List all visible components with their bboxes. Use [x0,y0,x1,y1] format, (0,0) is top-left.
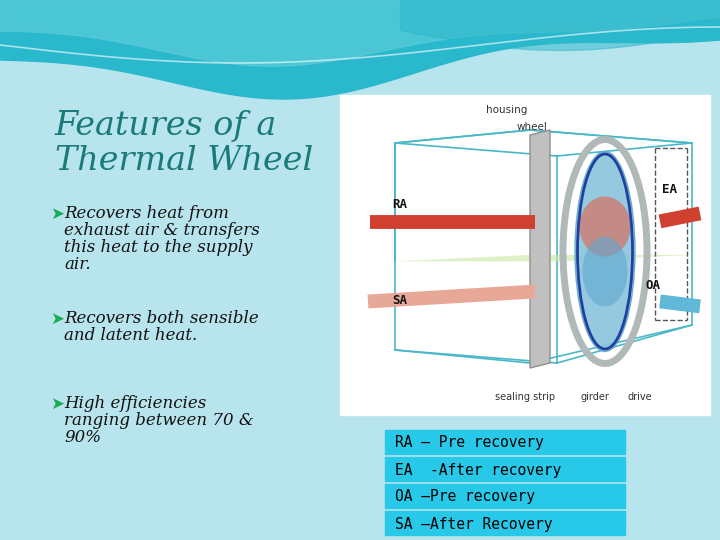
Text: EA  -After recovery: EA -After recovery [395,462,562,477]
Ellipse shape [582,237,628,307]
Text: this heat to the supply: this heat to the supply [64,239,253,256]
Text: ➤: ➤ [50,205,64,223]
Text: Recovers both sensible: Recovers both sensible [64,310,258,327]
Text: air.: air. [64,256,91,273]
Text: SA –After Recovery: SA –After Recovery [395,516,552,531]
Text: girder: girder [580,392,609,402]
Bar [385,484,625,508]
Text: Thermal Wheel: Thermal Wheel [55,145,313,177]
Bar [385,457,625,481]
Text: OA: OA [645,279,660,292]
Text: and latent heat.: and latent heat. [64,327,197,344]
Text: Recovers heat from: Recovers heat from [64,205,229,222]
Text: RA – Pre recovery: RA – Pre recovery [395,435,544,450]
Bar [340,95,710,415]
Text: drive: drive [628,392,652,402]
Text: High efficiencies: High efficiencies [64,395,206,412]
Text: ranging between 70 &: ranging between 70 & [64,412,253,429]
Ellipse shape [580,197,631,256]
Text: exhaust air & transfers: exhaust air & transfers [64,222,260,239]
Bar [385,430,625,454]
Text: OA –Pre recovery: OA –Pre recovery [395,489,535,504]
Polygon shape [395,255,692,261]
Text: SA: SA [392,294,407,307]
Text: housing: housing [486,105,527,115]
Text: wheel: wheel [517,122,548,132]
Text: EA: EA [662,184,677,197]
Text: ➤: ➤ [50,310,64,328]
Text: sealing strip: sealing strip [495,392,555,402]
Ellipse shape [575,152,635,352]
Text: ➤: ➤ [50,395,64,413]
Text: RA: RA [392,198,407,211]
Text: Features of a: Features of a [55,110,277,142]
Bar [385,511,625,535]
Text: 90%: 90% [64,429,101,446]
Polygon shape [530,130,550,368]
